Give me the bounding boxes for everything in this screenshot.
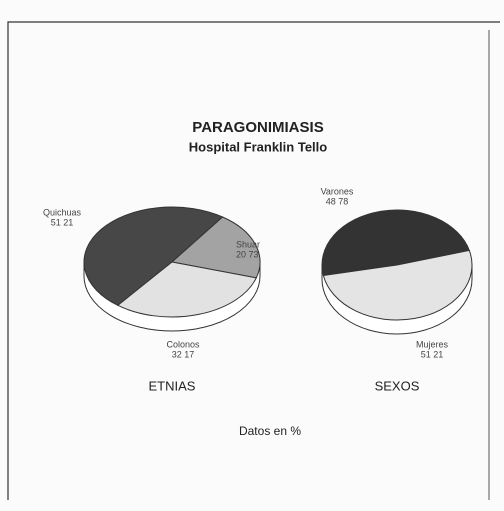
frame — [7, 21, 500, 500]
chart-subtitle: Hospital Franklin Tello — [189, 139, 328, 154]
slice-label: Colonos — [166, 339, 200, 349]
slice-value: 32 17 — [172, 349, 195, 359]
pie-slice — [83, 206, 224, 306]
slice-label: Shuar — [236, 239, 260, 249]
pie-slice — [170, 216, 261, 279]
slice-label: Varones — [321, 186, 354, 196]
note: Datos en % — [239, 424, 301, 438]
slice-label: Mujeres — [416, 339, 449, 349]
slice-value: 51 21 — [51, 217, 74, 227]
slice-label: Quichuas — [43, 207, 82, 217]
pie-slice — [116, 261, 257, 318]
pie-slice — [321, 209, 470, 277]
slice-value: 51 21 — [421, 349, 444, 359]
pie-title: ETNIAS — [149, 378, 196, 393]
pie-title: SEXOS — [375, 378, 420, 393]
chart-title: PARAGONIMIASIS — [192, 119, 323, 136]
slice-value: 48 78 — [326, 196, 349, 206]
pie-slice — [322, 249, 473, 321]
slice-value: 20 73 — [236, 249, 259, 259]
